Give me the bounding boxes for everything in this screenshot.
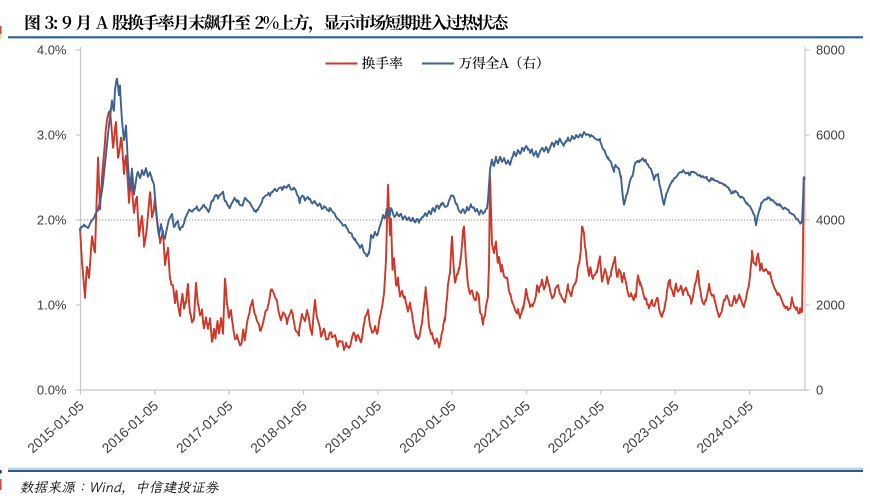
svg-text:2000: 2000 (816, 298, 845, 313)
svg-text:1.0%: 1.0% (37, 298, 67, 313)
svg-text:0: 0 (816, 383, 823, 398)
svg-text:6000: 6000 (816, 128, 845, 143)
svg-text:3.0%: 3.0% (37, 128, 67, 143)
svg-text:4000: 4000 (816, 213, 845, 228)
svg-text:8000: 8000 (816, 43, 845, 58)
svg-text:2.0%: 2.0% (37, 213, 67, 228)
svg-text:4.0%: 4.0% (37, 43, 67, 58)
svg-text:0.0%: 0.0% (37, 383, 67, 398)
